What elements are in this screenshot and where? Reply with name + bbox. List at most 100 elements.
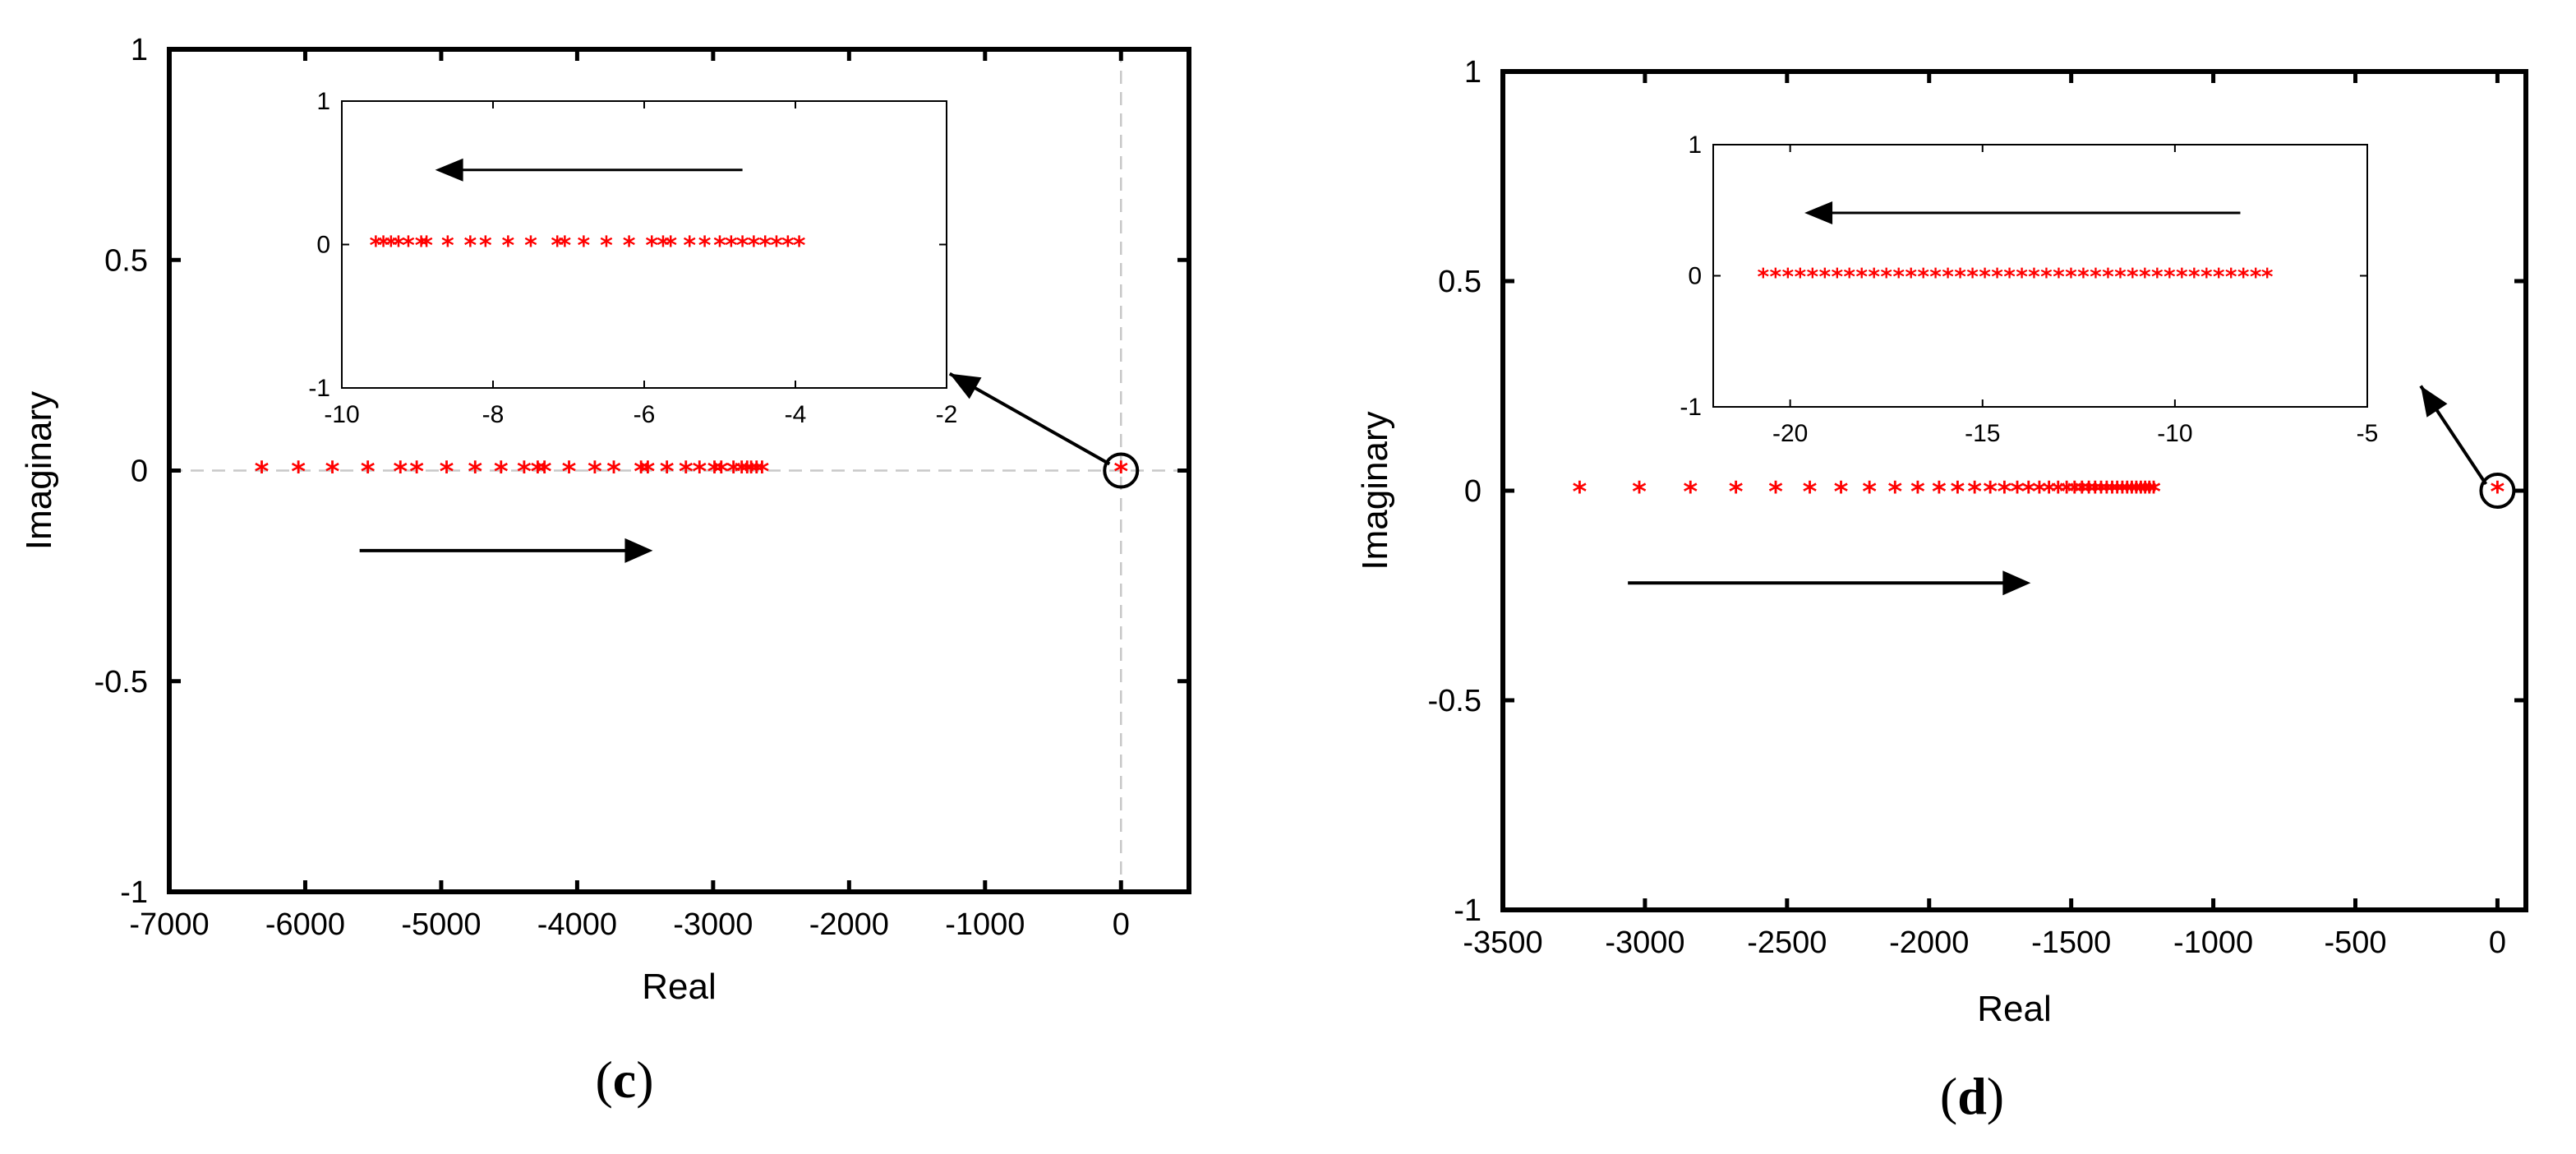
y-tick-label: 0.5 [104,243,148,278]
inset-data-point: * [2261,263,2274,290]
inset-data-point: * [2102,263,2114,290]
inset-data-point: * [1831,263,1843,290]
inset-data-point: * [2200,263,2213,290]
data-point: * [2088,476,2103,509]
inset-data-point: * [1917,263,1929,290]
x-tick-label: -3500 [1463,926,1542,960]
inset-data-point: * [1966,263,1979,290]
inset-data-point: * [2028,263,2040,290]
data-point: * [562,455,577,488]
data-point: * [744,455,758,488]
inset-data-point: * [2090,263,2102,290]
callout-arrow-head [2421,385,2448,418]
inset-data-point: * [2151,263,2164,290]
y-tick-label: -1 [120,875,148,910]
inset-data-point: * [2164,263,2176,290]
data-point: * [291,455,306,488]
x-tick-label: -4000 [537,907,617,942]
inset-data-point: * [1954,263,1966,290]
inset-data-point: * [683,232,696,261]
inset-data-point: * [1843,263,1855,290]
data-point: * [2129,476,2144,509]
zoom-circle [1103,452,1140,489]
inset-data-point: * [1979,263,1991,290]
x-tick-label: -2500 [1747,926,1827,960]
inset-data-point: * [2250,263,2262,290]
inset-x-tick-label: -8 [482,401,505,428]
inset-data-point: * [1892,263,1905,290]
zoom-circle [2479,473,2516,509]
inset-data-point: * [441,232,454,261]
inset-data-point: * [2053,263,2065,290]
inset-data-point: * [420,232,433,261]
inset-data-point: * [370,232,383,261]
inset-y-tick-label: 0 [316,232,330,259]
data-point: * [1983,476,1998,509]
x-tick-label: -7000 [129,907,209,942]
inset-data-point: * [725,232,738,261]
inset-data-point: * [2225,263,2237,290]
inset-data-point: * [713,232,726,261]
data-point: * [1632,476,1647,509]
x-tick-label: -3000 [1605,926,1684,960]
inset-data-point: * [1905,263,1917,290]
y-tick-label: 1 [131,33,148,67]
data-point: * [2075,476,2090,509]
inset-data-point: * [736,232,749,261]
data-point: * [755,455,770,488]
inset-data-point: * [2016,263,2028,290]
inset-plot: -10 -8 -6 -4 -2-101***** ** * * * * * ** * * * *** * * ***… [308,88,957,428]
data-point: * [1998,476,2012,509]
panel-label: (d) [1940,1067,2004,1125]
data-point: * [2120,476,2135,509]
data-point: * [393,455,408,488]
data-point: * [1910,476,1925,509]
inset-data-point: * [2114,263,2127,290]
data-point: * [1862,476,1877,509]
data-point: * [1834,476,1849,509]
callout-arrow [948,372,1111,466]
data-point: * [1729,476,1744,509]
inset-data-point: * [1818,263,1831,290]
data-point: * [1803,476,1818,509]
inset-y-tick-label: 0 [1688,263,1702,290]
data-point: * [1683,476,1698,509]
inset-data-point: * [464,232,477,261]
inset-data-point: * [2040,263,2053,290]
inset-frame [341,100,947,389]
data-point: * [537,455,552,488]
inset-x-tick-label: -20 [1772,420,1808,447]
data-point: * [255,455,270,488]
inset-data-point: * [2213,263,2225,290]
data-point: * [531,455,546,488]
x-tick-label: -1000 [945,907,1025,942]
data-point: * [2099,476,2114,509]
inset-direction-arrow-head [435,158,463,182]
data-point: * [1887,476,1902,509]
inset-data-point: * [1880,263,1892,290]
inset-data-point: * [385,232,398,261]
inset-x-tick-label: -10 [324,401,359,428]
inset-data-point: * [551,232,564,261]
inset-x-tick-label: -15 [1965,420,2000,447]
inset-data-point: * [2139,263,2151,290]
inset-data-point: * [2065,263,2077,290]
inset-data-point: * [1868,263,1880,290]
data-point: * [641,455,656,488]
data-point: * [2051,476,2066,509]
inset-frame [1712,144,2368,408]
inset-data-point: * [657,232,670,261]
inset-data-point: * [1770,263,1782,290]
data-point: * [1572,476,1587,509]
inset-data-point: * [578,232,591,261]
inset-data-point: * [524,232,537,261]
direction-arrow-head [2002,570,2031,596]
panel-label: (c) [595,1050,653,1109]
chart-panel-c: -7000 -6000 -5000 -4000 -3000 -2000 -1000 0-1-0… [19,33,1191,1109]
x-tick-label: -2000 [1889,926,1969,960]
inset-x-tick-label: -5 [2357,420,2379,447]
y-tick-label: 1 [1464,55,1482,90]
inset-data-point: * [377,232,390,261]
data-point: * [440,455,454,488]
